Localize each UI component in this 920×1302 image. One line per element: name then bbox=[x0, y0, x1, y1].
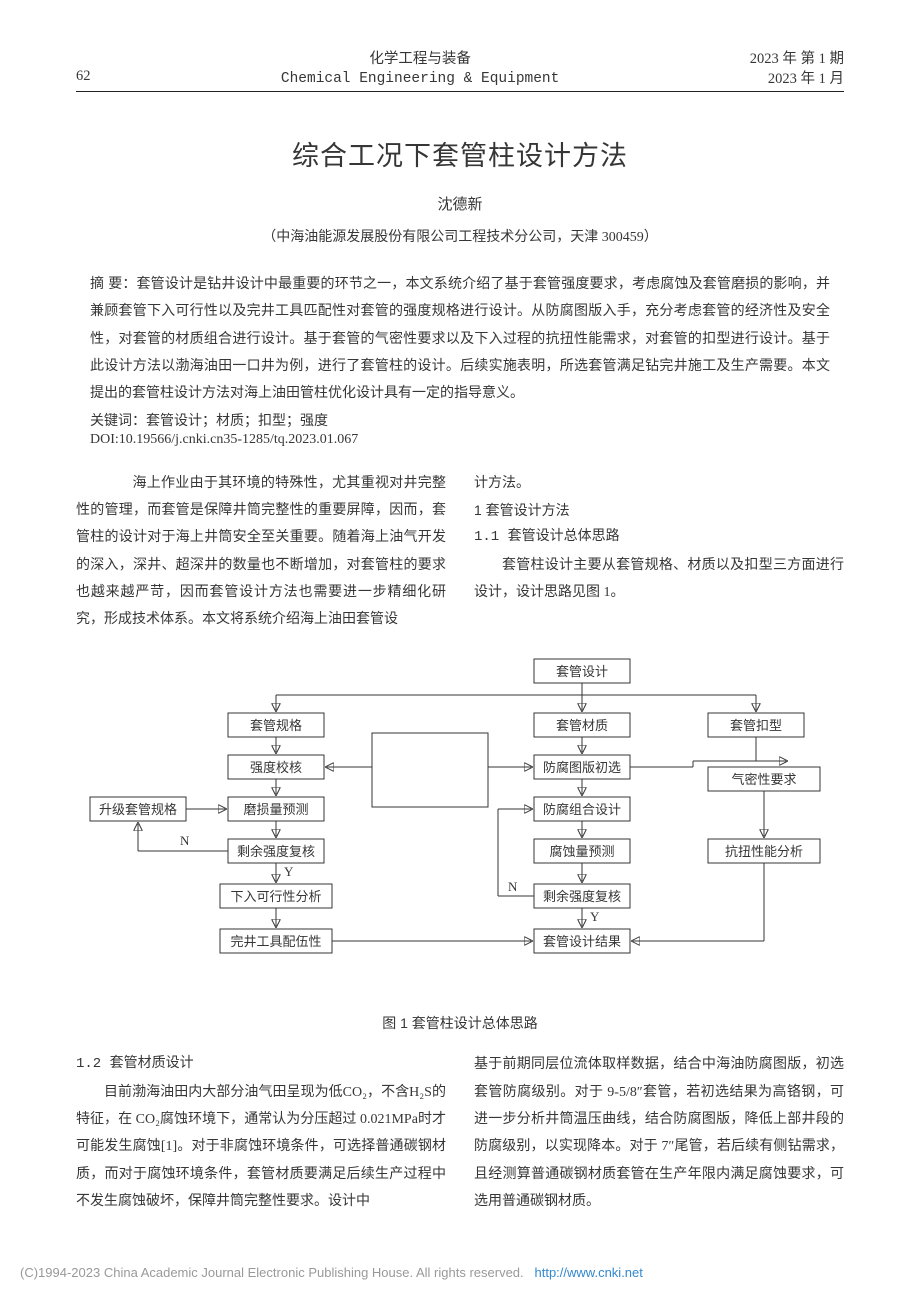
keywords: 关键词：套管设计；材质；扣型；强度 bbox=[90, 410, 830, 430]
article-title: 综合工况下套管柱设计方法 bbox=[76, 134, 844, 173]
intro-right-cont: 计方法。 bbox=[474, 470, 844, 497]
abstract-label: 摘 要： bbox=[90, 275, 137, 291]
journal-cn: 化学工程与装备 bbox=[281, 50, 559, 70]
svg-text:防腐图版初选: 防腐图版初选 bbox=[543, 760, 621, 775]
journal-en: Chemical Engineering & Equipment bbox=[281, 70, 559, 90]
two-column-body: 海上作业由于其环境的特殊性，尤其重视对井完整性的管理，而套管是保障井筒完整性的重… bbox=[76, 470, 844, 634]
issue: 2023 年 第 1 期 bbox=[750, 50, 844, 70]
section-1-2-right: 基于前期同层位流体取样数据，结合中海油防腐图版，初选套管防腐级别。对于 9-5/… bbox=[474, 1051, 844, 1215]
svg-text:N: N bbox=[508, 879, 518, 894]
svg-text:下入可行性分析: 下入可行性分析 bbox=[230, 889, 321, 904]
svg-text:剩余强度复核: 剩余强度复核 bbox=[543, 889, 621, 904]
svg-text:套管设计结果: 套管设计结果 bbox=[543, 934, 621, 949]
section-1-2-left: 目前渤海油田内大部分油气田呈现为低CO₂，不含H₂S的特征，在 CO₂腐蚀环境下… bbox=[76, 1079, 446, 1215]
author: 沈德新 bbox=[76, 193, 844, 214]
svg-text:套管扣型: 套管扣型 bbox=[730, 718, 782, 733]
abstract-text: 套管设计是钻井设计中最重要的环节之一，本文系统介绍了基于套管强度要求，考虑腐蚀及… bbox=[90, 277, 830, 401]
svg-text:强度校核: 强度校核 bbox=[250, 760, 302, 775]
svg-text:Y: Y bbox=[284, 864, 294, 879]
section-1-1-text: 套管柱设计主要从套管规格、材质以及扣型三方面进行设计，设计思路见图 1。 bbox=[474, 552, 844, 607]
figure-1: 套管设计 套管规格 套管材质 套管扣型 强度校核 磨损量预测 剩余强度复核 升级… bbox=[76, 655, 844, 1033]
section-1-2: 1.2 套管材质设计 bbox=[76, 1051, 446, 1078]
svg-text:防腐组合设计: 防腐组合设计 bbox=[543, 802, 621, 817]
svg-text:Y: Y bbox=[590, 909, 600, 924]
page-number: 62 bbox=[76, 50, 91, 85]
svg-text:完井工具配伍性: 完井工具配伍性 bbox=[230, 934, 321, 949]
svg-text:腐蚀量预测: 腐蚀量预测 bbox=[549, 844, 614, 859]
svg-text:升级套管规格: 升级套管规格 bbox=[99, 802, 177, 817]
figure-1-caption: 图 1 套管柱设计总体思路 bbox=[76, 1013, 844, 1033]
two-column-bottom: 1.2 套管材质设计 目前渤海油田内大部分油气田呈现为低CO₂，不含H₂S的特征… bbox=[76, 1051, 844, 1215]
svg-text:套管设计: 套管设计 bbox=[556, 664, 608, 679]
svg-text:气密性要求: 气密性要求 bbox=[731, 772, 796, 787]
svg-text:剩余强度复核: 剩余强度复核 bbox=[237, 844, 315, 859]
affiliation: （中海油能源发展股份有限公司工程技术分公司，天津 300459） bbox=[76, 226, 844, 246]
svg-text:套管规格: 套管规格 bbox=[250, 718, 302, 733]
abstract: 摘 要：套管设计是钻井设计中最重要的环节之一，本文系统介绍了基于套管强度要求，考… bbox=[90, 270, 830, 407]
doi: DOI:10.19566/j.cnki.cn35-1285/tq.2023.01… bbox=[90, 432, 830, 448]
intro-left: 海上作业由于其环境的特殊性，尤其重视对井完整性的管理，而套管是保障井筒完整性的重… bbox=[76, 470, 446, 634]
section-1-1: 1.1 套管设计总体思路 bbox=[474, 524, 844, 551]
svg-text:抗扭性能分析: 抗扭性能分析 bbox=[725, 844, 803, 859]
svg-text:磨损量预测: 磨损量预测 bbox=[243, 802, 308, 817]
cnki-footer: (C)1994-2023 China Academic Journal Elec… bbox=[20, 1265, 643, 1280]
section-1: 1 套管设计方法 bbox=[474, 497, 844, 524]
svg-text:N: N bbox=[180, 833, 190, 848]
svg-text:套管材质: 套管材质 bbox=[556, 718, 608, 733]
pub-date: 2023 年 1 月 bbox=[750, 70, 844, 90]
cnki-link[interactable]: http://www.cnki.net bbox=[535, 1265, 643, 1280]
page-header: 62 化学工程与装备 Chemical Engineering & Equipm… bbox=[76, 50, 844, 92]
